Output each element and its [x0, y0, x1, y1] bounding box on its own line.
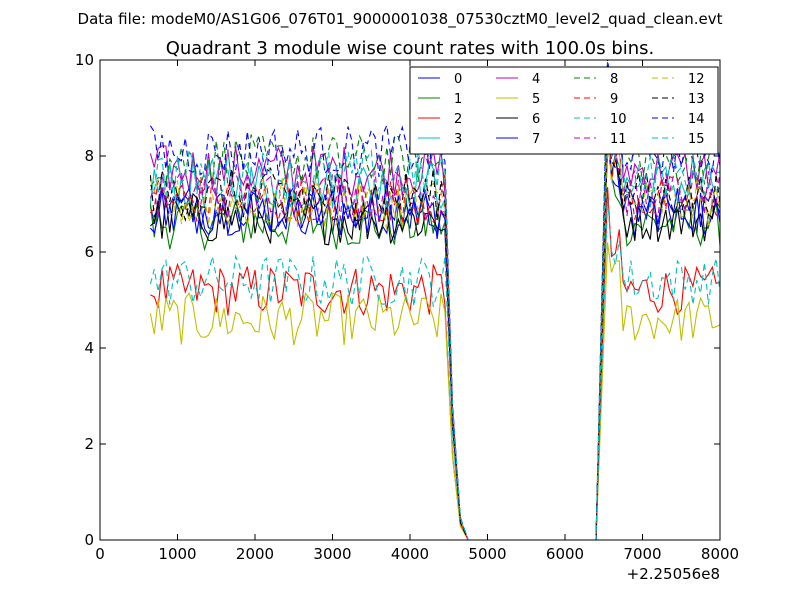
suptitle: Data file: modeM0/AS1G06_076T01_90000010… — [78, 10, 723, 29]
x-offset-label: +2.25056e8 — [627, 565, 720, 583]
x-tick-label: 0 — [95, 545, 105, 563]
legend-label-15: 15 — [688, 132, 705, 147]
y-tick-label: 6 — [84, 243, 94, 261]
x-tick-label: 6000 — [546, 545, 584, 563]
y-tick-label: 10 — [75, 51, 94, 69]
series-line-12 — [149, 131, 720, 540]
legend-label-2: 2 — [454, 112, 462, 127]
x-tick-label: 1000 — [158, 545, 196, 563]
series-line-9 — [149, 104, 720, 540]
x-tick-label: 2000 — [236, 545, 274, 563]
series-line-13 — [149, 101, 720, 540]
series-line-2 — [150, 187, 720, 540]
legend-label-12: 12 — [688, 72, 705, 87]
legend-label-9: 9 — [610, 92, 618, 107]
y-tick-label: 2 — [84, 435, 94, 453]
legend-label-1: 1 — [454, 92, 462, 107]
x-tick-label: 7000 — [623, 545, 661, 563]
x-tick-label: 5000 — [468, 545, 506, 563]
legend-label-7: 7 — [532, 132, 540, 147]
legend-box — [409, 66, 719, 155]
legend-label-13: 13 — [688, 92, 705, 107]
series-line-4 — [149, 83, 720, 540]
x-tick-label: 3000 — [313, 545, 351, 563]
x-tick-label: 4000 — [391, 545, 429, 563]
y-tick-label: 0 — [84, 531, 94, 549]
legend-label-5: 5 — [532, 92, 540, 107]
y-tick-label: 8 — [84, 147, 94, 165]
legend-label-0: 0 — [454, 72, 462, 87]
legend-label-6: 6 — [532, 112, 540, 127]
legend-label-14: 14 — [688, 112, 705, 127]
legend-label-8: 8 — [610, 72, 618, 87]
legend-label-3: 3 — [454, 132, 462, 147]
series-line-5 — [149, 242, 720, 540]
series-line-11 — [149, 115, 720, 540]
y-tick-label: 4 — [84, 339, 94, 357]
series-line-15 — [149, 91, 720, 540]
legend-label-11: 11 — [610, 132, 627, 147]
legend-label-4: 4 — [532, 72, 540, 87]
legend-label-10: 10 — [610, 112, 627, 127]
x-tick-label: 8000 — [701, 545, 739, 563]
series-line-10 — [149, 199, 720, 540]
chart-title: Quadrant 3 module wise count rates with … — [166, 38, 655, 59]
